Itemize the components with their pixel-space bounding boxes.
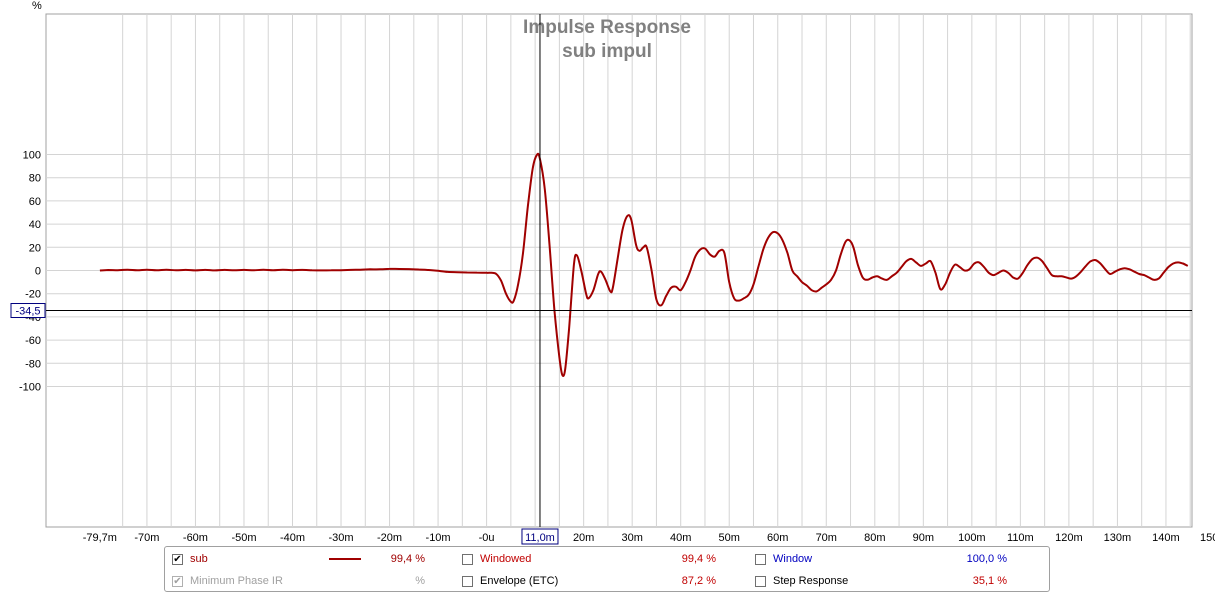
x-axis-tick-labels: -79,7m -70m -60m -50m -40m -30m -20m -10m -0u 20m…: [83, 532, 1215, 544]
cursor-x-readout-box: [521, 528, 559, 545]
y-axis-unit-label: %: [32, 0, 42, 12]
legend-label-step-response: Step Response: [773, 575, 849, 587]
x-tick-label: 80m: [864, 532, 885, 544]
y-tick-label: 60: [29, 196, 41, 208]
x-tick-label: 70m: [816, 532, 837, 544]
legend-value-windowed: 99,4 %: [681, 553, 716, 565]
x-tick-label: 130m: [1104, 532, 1132, 544]
legend-value-window: 100,0 %: [966, 553, 1007, 565]
legend-label-envelope-etc: Envelope (ETC): [480, 575, 559, 587]
legend-swatch-sub: [329, 558, 361, 560]
chart-subtitle: sub impul: [562, 41, 652, 62]
x-tick-label: 40m: [670, 532, 691, 544]
legend-value-sub: 99,4 %: [390, 553, 425, 565]
y-tick-label: 80: [29, 173, 41, 185]
x-tick-label: 50m: [719, 532, 740, 544]
cursor-y-readout-box: [10, 303, 46, 319]
x-tick-label: -40m: [280, 532, 305, 544]
x-tick-label: 150ms: [1200, 532, 1215, 544]
x-tick-label: -0u: [479, 532, 495, 544]
legend-label-sub: sub: [190, 553, 208, 565]
legend-panel: ✔ sub 99,4 % Windowed 99,4 % Window 100,…: [164, 546, 1050, 592]
y-tick-label: -80: [25, 358, 41, 370]
legend-label-windowed: Windowed: [480, 553, 532, 565]
windowed-checkbox[interactable]: [462, 554, 473, 565]
x-tick-label: 30m: [621, 532, 642, 544]
x-tick-label: -70m: [134, 532, 159, 544]
legend-row-2: ✔ Minimum Phase IR % Envelope (ETC) 87,2…: [165, 571, 1049, 591]
x-tick-label: -50m: [231, 532, 256, 544]
envelope-etc-checkbox[interactable]: [462, 576, 473, 587]
legend-value-minimum-phase-ir: %: [415, 575, 425, 587]
legend-label-window: Window: [773, 553, 813, 565]
x-tick-label: -30m: [328, 532, 353, 544]
sub-checkbox[interactable]: ✔: [172, 554, 183, 565]
cursor-y-readout: -34,5: [15, 306, 40, 318]
series-line-sub: [99, 152, 1189, 377]
y-tick-label: 0: [35, 266, 41, 278]
x-tick-label: 100m: [958, 532, 986, 544]
y-tick-label: 20: [29, 242, 41, 254]
y-tick-label: -60: [25, 335, 41, 347]
x-tick-label: -79,7m: [83, 532, 117, 544]
legend-label-minimum-phase-ir: Minimum Phase IR: [190, 575, 283, 587]
x-tick-label: -60m: [183, 532, 208, 544]
y-tick-label: -20: [25, 289, 41, 301]
x-tick-label: 90m: [913, 532, 934, 544]
window-checkbox[interactable]: [755, 554, 766, 565]
cursor-x-readout: 11,0m: [525, 532, 555, 544]
legend-row-1: ✔ sub 99,4 % Windowed 99,4 % Window 100,…: [165, 549, 1049, 569]
x-tick-label: 60m: [767, 532, 788, 544]
chart-title: Impulse Response: [523, 17, 691, 38]
y-tick-label: 40: [29, 219, 41, 231]
x-tick-label: 120m: [1055, 532, 1083, 544]
x-tick-label: 20m: [573, 532, 594, 544]
step-response-checkbox[interactable]: [755, 576, 766, 587]
minimum-phase-ir-checkbox[interactable]: ✔: [172, 576, 183, 587]
legend-value-step-response: 35,1 %: [972, 575, 1007, 587]
x-tick-label: 110m: [1007, 532, 1034, 544]
horizontal-gridlines: [46, 154, 1192, 387]
x-tick-label: 140m: [1152, 532, 1180, 544]
y-tick-label: 100: [23, 150, 41, 162]
x-tick-label: -20m: [377, 532, 402, 544]
y-tick-label: -100: [19, 381, 41, 393]
legend-value-envelope-etc: 87,2 %: [681, 575, 716, 587]
x-tick-label: -10m: [426, 532, 451, 544]
